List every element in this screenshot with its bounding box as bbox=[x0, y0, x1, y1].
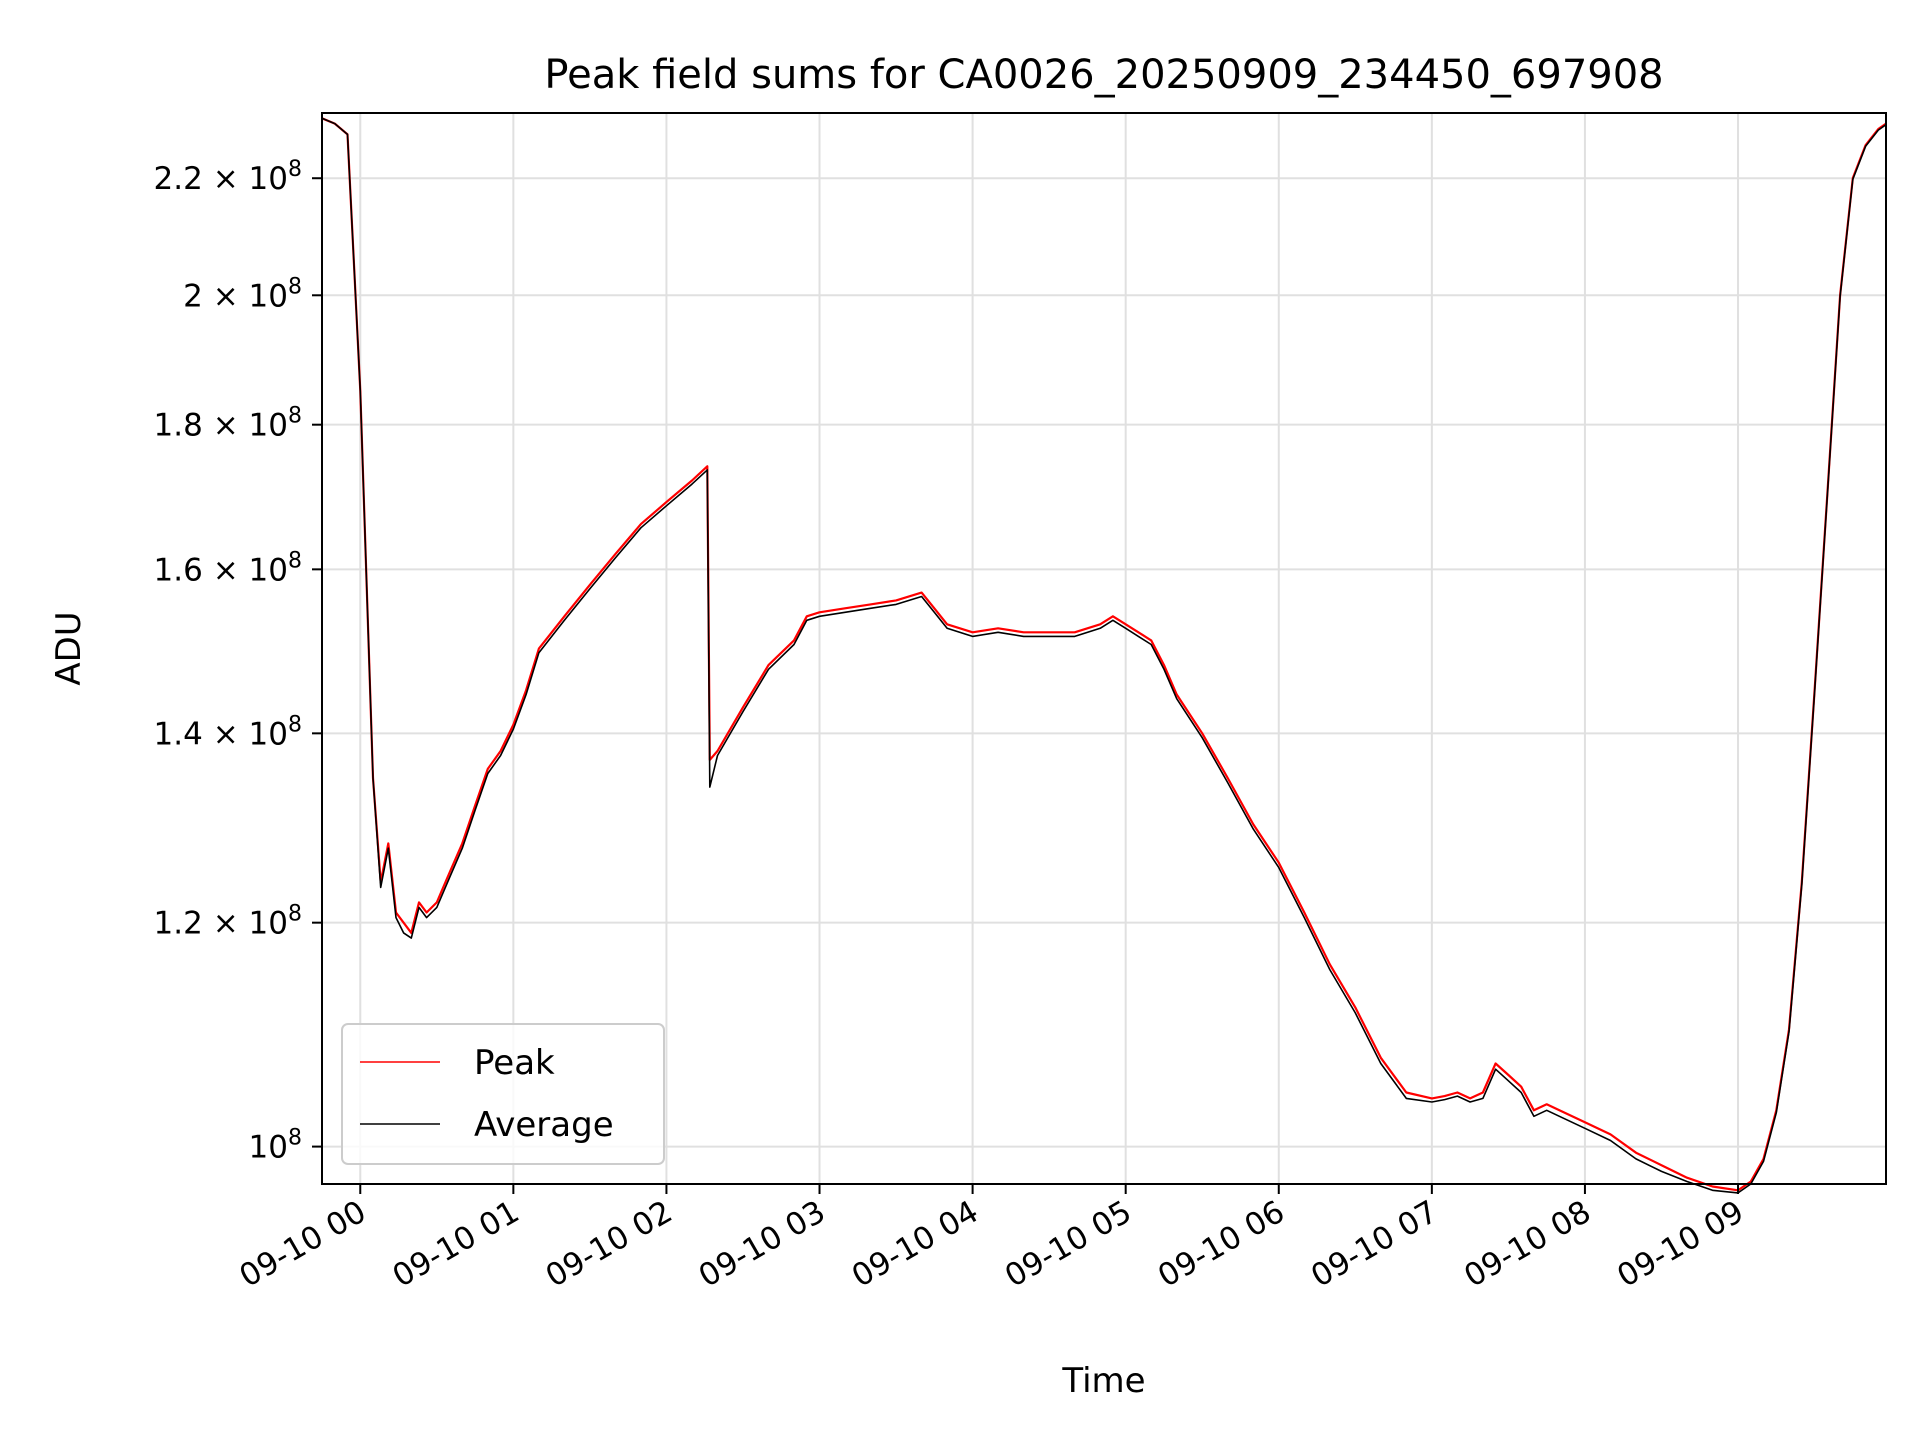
series-lines bbox=[321, 117, 1887, 1194]
legend-label-peak: Peak bbox=[474, 1043, 555, 1083]
y-tick-label: 1.8 × 108 bbox=[154, 404, 302, 444]
plot-frame bbox=[321, 112, 1887, 1185]
legend: Peak Average bbox=[341, 1023, 665, 1165]
y-tick-label: 2 × 108 bbox=[183, 274, 302, 314]
y-tick-label: 1.2 × 108 bbox=[154, 902, 302, 942]
y-axis-label: ADU bbox=[49, 611, 89, 685]
y-tick-label: 2.2 × 108 bbox=[154, 157, 302, 197]
y-axis-ticks: 108 1.2 × 108 1.4 × 108 1.6 × 108 1.8 × 108 2… bbox=[154, 157, 322, 1166]
legend-box bbox=[341, 1023, 665, 1165]
x-axis-label: Time bbox=[1061, 1361, 1145, 1401]
series-line-peak bbox=[321, 117, 1887, 1192]
legend-label-average: Average bbox=[474, 1105, 614, 1145]
y-tick-label: 1.6 × 108 bbox=[154, 548, 302, 588]
grid-lines bbox=[322, 113, 1886, 1184]
y-tick-label: 108 bbox=[249, 1126, 302, 1166]
y-tick-label: 1.4 × 108 bbox=[154, 712, 302, 752]
series-line-average bbox=[321, 117, 1887, 1194]
chart-title: Peak field sums for CA0026_20250909_2344… bbox=[544, 52, 1663, 98]
